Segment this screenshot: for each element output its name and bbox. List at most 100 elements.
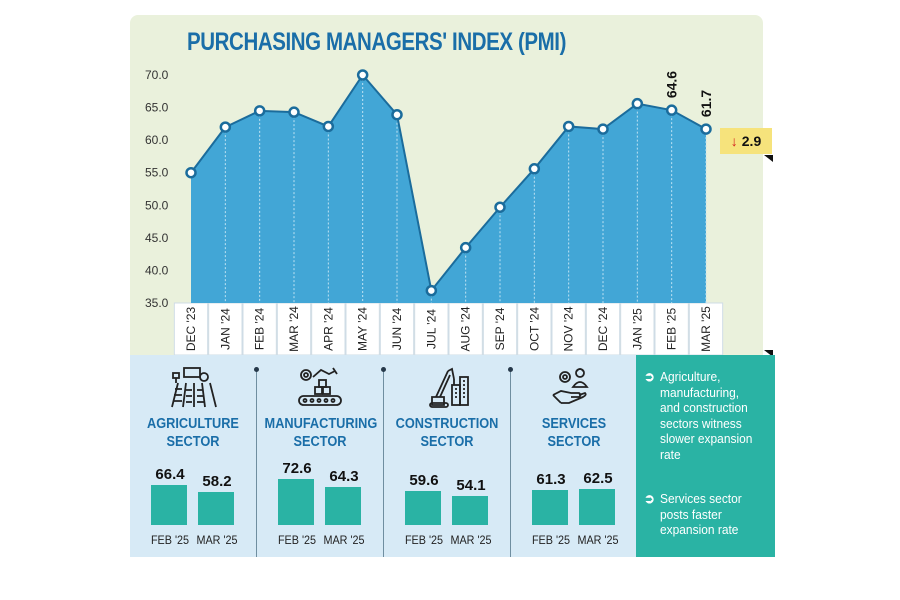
- bar-rect: [452, 496, 488, 525]
- x-tick-label: JAN '25: [630, 308, 644, 350]
- x-tick-label: OCT '24: [527, 307, 541, 351]
- bar-mar: 58.2 MAR '25: [194, 455, 240, 557]
- sector-title-line2: SECTOR: [166, 434, 220, 450]
- data-point: [185, 166, 197, 179]
- data-point: [391, 108, 403, 121]
- x-tick-box: [585, 302, 621, 356]
- bar-mar: 54.1 MAR '25: [448, 455, 494, 557]
- bar-feb: 59.6 FEB '25: [401, 455, 447, 557]
- bar-rect: [532, 490, 568, 525]
- bar-rect: [198, 492, 234, 525]
- x-tick-label: FEB '24: [253, 308, 267, 351]
- sector-construction: CONSTRUCTION SECTOR 59.6 FEB '25 54.1 MA…: [384, 355, 510, 557]
- corner-marker-icon: [764, 350, 773, 357]
- data-labels: 64.6 61.7: [664, 71, 714, 117]
- y-tick-label: 65.0: [145, 101, 169, 115]
- x-tick-label: JUN '24: [390, 308, 404, 351]
- note-text: Services sector posts faster expansion r…: [660, 491, 742, 537]
- x-tick-box: [517, 302, 552, 356]
- sector-agriculture: AGRICULTURE SECTOR 66.4 FEB '25 58.2 MAR…: [130, 355, 256, 557]
- data-point: [425, 284, 438, 297]
- bar-rect: [325, 487, 361, 525]
- bar-value: 58.2: [202, 473, 232, 490]
- pmi-area-chart: 70.0 65.0 60.0 55.0 50.0 45.0 40.0 35.0 DEC '23…: [145, 68, 724, 356]
- sector-manufacturing: MANUFACTURING SECTOR 72.6 FEB '25 64.3 M…: [257, 355, 383, 557]
- x-tick-box: [208, 302, 243, 356]
- sector-title: MANUFACTURING SECTOR: [265, 415, 378, 451]
- data-point: [253, 105, 266, 117]
- data-point: [700, 123, 712, 135]
- tractor-field-icon: [130, 365, 256, 411]
- bar-label: MAR '25: [196, 533, 238, 547]
- x-tick-label: APR '24: [321, 307, 335, 351]
- sector-title-line2: SECTOR: [547, 434, 601, 450]
- bar-label: MAR '25: [323, 533, 365, 547]
- bar-value: 64.3: [329, 468, 359, 485]
- data-point: [459, 241, 472, 254]
- key-takeaways-panel: ➲ Agriculture, manufacturing, and constr…: [636, 355, 775, 557]
- x-tick-label: SEP '24: [493, 307, 507, 350]
- y-tick-label: 35.0: [145, 296, 169, 310]
- bar-value: 66.4: [155, 466, 185, 483]
- x-tick-label: DEC '23: [184, 307, 198, 352]
- bar-rect: [579, 489, 615, 525]
- data-point: [665, 104, 678, 116]
- y-tick-label: 55.0: [145, 166, 169, 180]
- bar-rect: [405, 491, 441, 525]
- series-line: [190, 73, 707, 293]
- down-arrow-icon: ↓: [730, 133, 738, 149]
- data-point: [322, 120, 335, 133]
- x-tick-label: NOV '24: [562, 306, 576, 351]
- crane-building-icon: [384, 365, 510, 411]
- y-axis: 70.0 65.0 60.0 55.0 50.0 45.0 40.0 35.0: [145, 68, 169, 310]
- bar-value: 59.6: [409, 472, 439, 489]
- sector-services: SERVICES SECTOR 61.3 FEB '25 62.5 MAR '2…: [511, 355, 637, 557]
- x-tick-label: AUG '24: [459, 306, 473, 351]
- area-series: [190, 73, 707, 303]
- change-value: 2.9: [741, 133, 762, 149]
- sector-title: SERVICES SECTOR: [519, 415, 630, 451]
- hand-service-icon: [511, 365, 637, 411]
- note-item: ➲ Services sector posts faster expansion…: [644, 491, 767, 538]
- x-tick-box: [414, 302, 449, 356]
- x-tick-label: FEB '25: [665, 308, 679, 351]
- data-point: [288, 106, 300, 118]
- bar-label: MAR '25: [450, 533, 492, 547]
- bar-value: 54.1: [456, 477, 486, 494]
- data-label: 64.6: [664, 71, 680, 98]
- x-tick-box: [311, 302, 346, 356]
- data-point: [562, 120, 575, 133]
- sector-divider: [508, 367, 513, 557]
- data-point: [356, 69, 369, 81]
- x-tick-box: [688, 302, 724, 356]
- sector-title-line1: AGRICULTURE: [147, 416, 239, 432]
- x-tick-label: MAR '25: [699, 306, 713, 352]
- x-tick-label: JUL '24: [424, 309, 438, 349]
- y-tick-label: 40.0: [145, 263, 169, 277]
- sector-title-line1: CONSTRUCTION: [395, 416, 499, 432]
- data-markers: [185, 69, 712, 297]
- sector-title-line1: SERVICES: [541, 416, 607, 432]
- note-text: Agriculture, manufacturing, and construc…: [660, 369, 753, 462]
- x-tick-box: [379, 302, 415, 356]
- bar-feb: 61.3 FEB '25: [528, 455, 574, 557]
- x-tick-label: MAY '24: [356, 307, 370, 351]
- bar-label: MAR '25: [577, 533, 619, 547]
- y-tick-label: 60.0: [145, 133, 169, 147]
- bar-label: FEB '25: [404, 533, 444, 547]
- bar-label: FEB '25: [531, 533, 571, 547]
- data-point: [219, 121, 232, 133]
- bar-rect: [278, 479, 314, 525]
- bar-mar: 64.3 MAR '25: [321, 455, 367, 557]
- x-tick-box: [654, 302, 689, 356]
- bar-rect: [151, 485, 187, 525]
- x-tick-label: MAR '24: [287, 306, 301, 352]
- x-tick-box: [242, 302, 277, 356]
- sector-panel: AGRICULTURE SECTOR 66.4 FEB '25 58.2 MAR…: [130, 355, 636, 557]
- data-point: [528, 163, 541, 175]
- bar-value: 61.3: [536, 471, 566, 488]
- data-point: [631, 97, 644, 110]
- x-tick-box: [345, 302, 380, 356]
- change-badge: ↓ 2.9: [720, 128, 772, 154]
- sector-title-line2: SECTOR: [420, 434, 474, 450]
